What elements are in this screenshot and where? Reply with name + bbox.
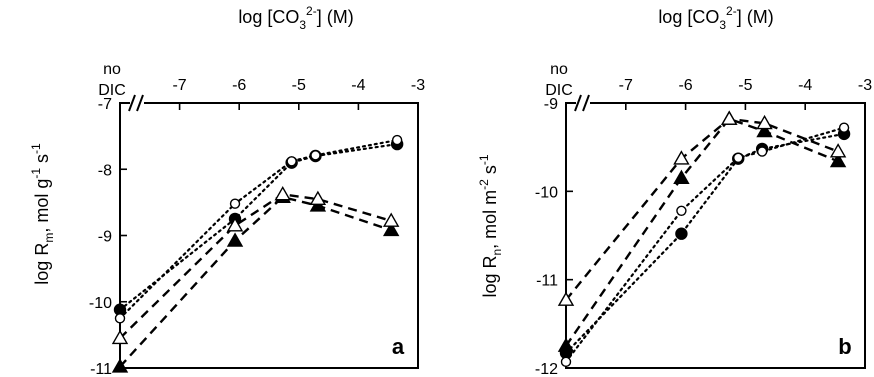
data-point-open-triangle	[382, 212, 400, 227]
data-point-open-triangle	[111, 329, 129, 345]
panel-letter-a: a	[392, 334, 405, 359]
data-point-filled-triangle	[111, 358, 129, 373]
y-tick-label: -12	[535, 361, 558, 377]
data-point-open-circle	[391, 134, 403, 146]
y-tick-label: -9	[544, 96, 558, 113]
axis-break-gap	[576, 98, 590, 108]
data-point-open-triangle	[721, 110, 738, 125]
x-tick-label: -7	[172, 77, 186, 94]
panel-b: log [CO32-] (M) no DIC log Rn, mol m-2 s…	[477, 4, 872, 377]
x-tick-label: -6	[678, 77, 692, 94]
y-tick-label: -10	[535, 184, 558, 201]
x-tick-label: -3	[411, 77, 425, 94]
data-point-filled-triangle	[382, 221, 400, 237]
data-point-open-circle	[560, 356, 572, 368]
nodic-label-no-a: no	[103, 61, 121, 78]
y-tick-label: -7	[98, 96, 112, 113]
y-axis-label-b: log Rn, mol m-2 s-1	[477, 154, 504, 297]
series-line-open-triangle	[565, 117, 839, 301]
data-point-open-circle	[733, 152, 744, 163]
nodic-label-no-b: no	[550, 61, 568, 78]
panel-letter-b: b	[838, 334, 851, 359]
y-tick-label: -11	[90, 361, 112, 377]
y-tick-label: -10	[89, 295, 112, 312]
data-point-filled-triangle	[226, 232, 244, 247]
series-line-filled-circle	[118, 143, 399, 311]
nodic-label-dic-a: DIC	[98, 82, 126, 99]
nodic-label-dic-b: DIC	[545, 82, 573, 99]
data-point-filled-circle	[675, 227, 688, 240]
series-line-filled-circle	[564, 132, 846, 355]
x-tick-label: -5	[292, 77, 306, 94]
top-axis-label-a: log [CO32-] (M)	[238, 4, 353, 32]
x-tick-label: -4	[351, 77, 365, 94]
x-tick-label: -4	[798, 77, 812, 94]
data-point-open-circle	[114, 313, 126, 324]
ticks-a: -7 -6 -5 -4 -3 -7 -8 -9 -10 -11	[89, 77, 425, 377]
series-a	[111, 134, 404, 373]
axis-break-gap	[130, 98, 144, 108]
data-point-open-triangle	[557, 291, 575, 306]
data-point-open-triangle	[226, 217, 244, 232]
axis-break-mark	[582, 94, 590, 112]
panel-a: log [CO32-] (M) no DIC log Rm, mol g-1 s…	[29, 4, 425, 377]
top-axis-label-b: log [CO32-] (M)	[658, 4, 773, 32]
data-point-open-triangle	[756, 114, 773, 130]
series-line-filled-triangle	[119, 195, 392, 368]
series-line-open-circle	[564, 126, 846, 363]
series-line-open-circle	[118, 139, 399, 320]
axis-break-mark	[574, 94, 582, 112]
data-point-open-circle	[756, 146, 768, 157]
data-point-open-circle	[838, 122, 850, 133]
axis-break-mark	[128, 94, 136, 112]
plot-border	[119, 102, 419, 369]
data-point-open-triangle	[309, 190, 327, 206]
data-point-filled-triangle	[829, 152, 847, 168]
series-line-filled-triangle	[565, 117, 839, 347]
data-point-open-circle	[229, 198, 241, 209]
plot-frame-a	[119, 94, 419, 369]
data-point-open-circle	[310, 150, 321, 161]
data-point-open-triangle	[829, 143, 847, 158]
x-tick-label: -5	[738, 77, 752, 94]
axis-break-mark	[136, 94, 144, 112]
y-axis-label-a: log Rm, mol g-1 s-1	[29, 143, 56, 285]
x-tick-label: -3	[858, 77, 872, 94]
data-point-open-triangle	[673, 150, 690, 165]
x-tick-label: -6	[232, 77, 246, 94]
data-point-filled-triangle	[557, 337, 575, 352]
data-point-open-circle	[676, 205, 687, 216]
y-tick-label: -9	[98, 229, 112, 246]
x-tick-label: -7	[619, 77, 633, 94]
data-point-open-triangle	[274, 186, 291, 201]
y-tick-label: -11	[536, 273, 558, 290]
data-point-filled-triangle	[756, 122, 773, 138]
series-b	[557, 110, 851, 368]
y-tick-label: -8	[98, 162, 112, 179]
data-point-open-circle	[286, 156, 297, 167]
ticks-b: -7 -6 -5 -4 -3 -9 -10 -11 -12	[535, 77, 872, 377]
data-point-filled-triangle	[673, 169, 690, 185]
plot-frame-b	[565, 94, 866, 369]
plot-border	[565, 102, 866, 369]
